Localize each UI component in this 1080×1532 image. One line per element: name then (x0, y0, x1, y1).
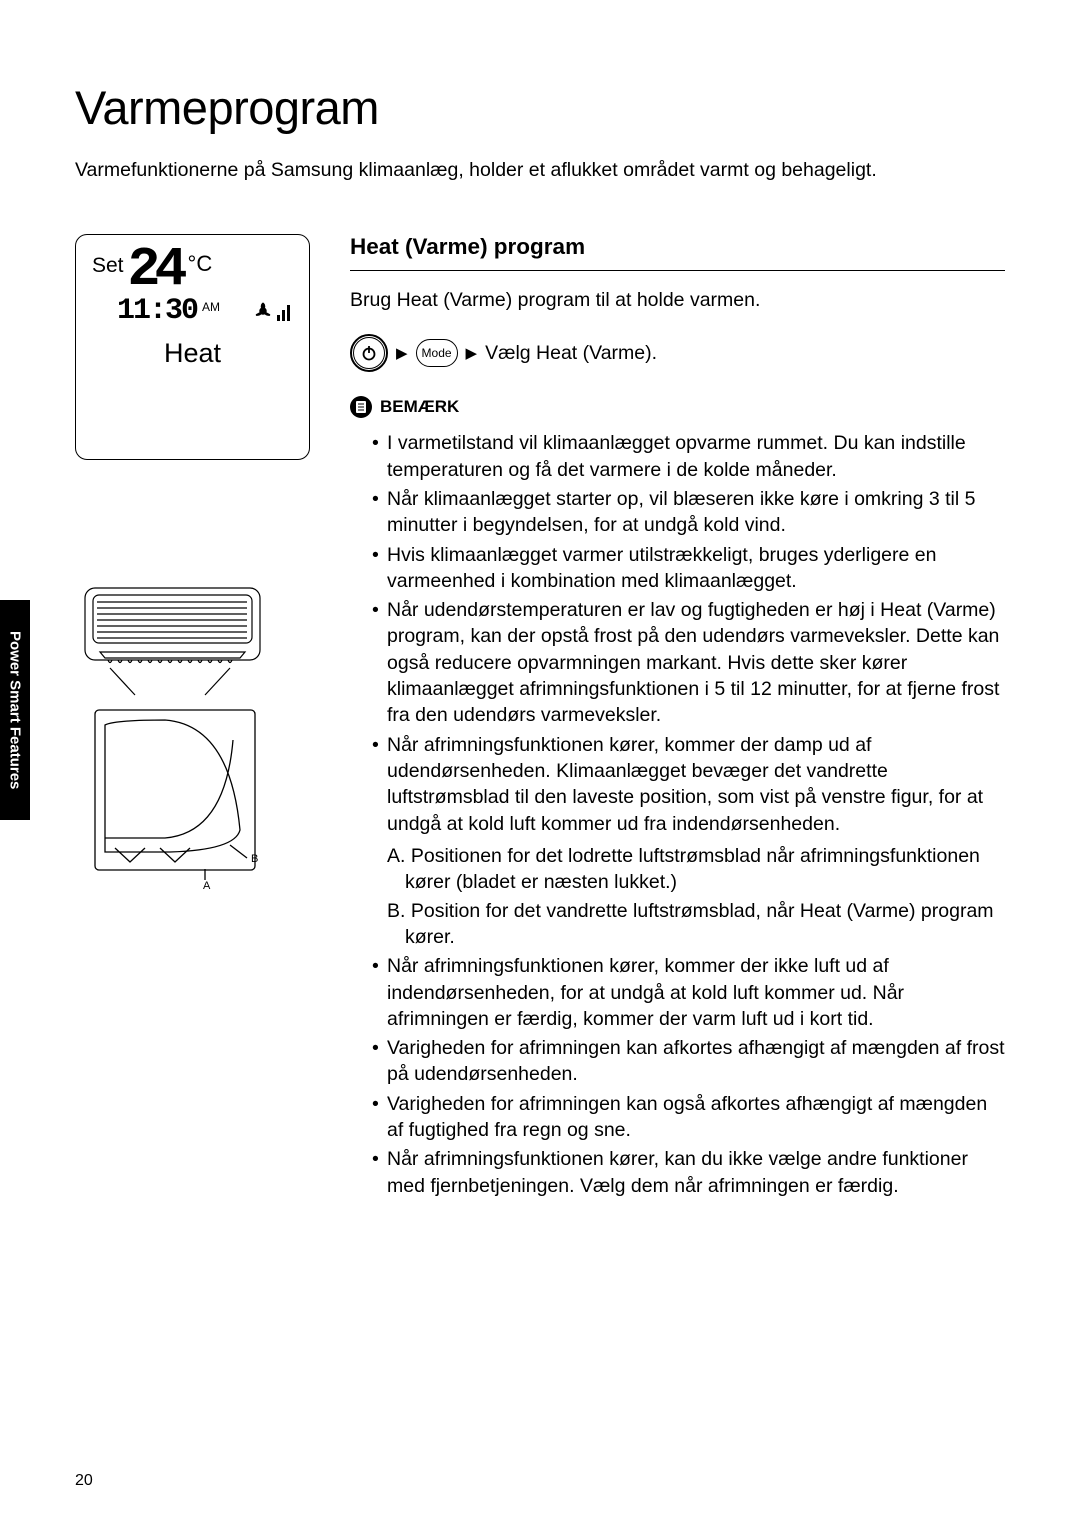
set-label: Set (92, 254, 124, 278)
side-tab: Power Smart Features (0, 600, 30, 820)
diagram-label-b: B (251, 853, 258, 865)
note-sublist: A. Positionen for det lodrette luftstrøm… (387, 843, 1005, 950)
ampm-label: AM (202, 300, 220, 314)
note-subitem: A. Positionen for det lodrette luftstrøm… (387, 843, 1005, 896)
note-item: Når afrimningsfunktionen kører, kommer d… (372, 732, 1005, 951)
page-number: 20 (75, 1472, 93, 1490)
right-column: Heat (Varme) program Brug Heat (Varme) p… (350, 234, 1005, 1202)
note-icon (350, 396, 372, 418)
note-item: Hvis klimaanlægget varmer utilstrækkelig… (372, 542, 1005, 595)
display-second-row: 11:30 AM (92, 294, 293, 328)
left-column: Set 24 °C 11:30 AM (75, 234, 310, 1202)
arrow-icon: ▶ (466, 344, 478, 362)
note-item: Varigheden for afrimningen kan afkortes … (372, 1035, 1005, 1088)
arrow-icon: ▶ (396, 344, 408, 362)
page-subtitle: Varmefunktionerne på Samsung klimaanlæg,… (75, 157, 1005, 184)
mode-label: Heat (92, 338, 293, 369)
section-heading: Heat (Varme) program (350, 234, 1005, 271)
section-intro: Brug Heat (Varme) program til at holde v… (350, 289, 1005, 312)
time-value: 11:30 (117, 294, 197, 328)
note-subitem: B. Position for det vandrette luftstrøms… (387, 898, 1005, 951)
remote-display-box: Set 24 °C 11:30 AM (75, 234, 310, 459)
diagram-label-a: A (203, 880, 211, 890)
content-wrapper: Set 24 °C 11:30 AM (75, 234, 1005, 1202)
note-item: Varigheden for afrimningen kan også afko… (372, 1091, 1005, 1144)
note-label: BEMÆRK (380, 397, 459, 417)
note-item: Når afrimningsfunktionen kører, kommer d… (372, 953, 1005, 1032)
page-title: Varmeprogram (75, 80, 1005, 135)
temperature-unit: °C (188, 251, 213, 277)
note-header: BEMÆRK (350, 396, 1005, 418)
select-instruction: Vælg Heat (Varme). (485, 342, 657, 365)
note-item: I varmetilstand vil klimaanlægget opvarm… (372, 430, 1005, 483)
button-sequence: ▶ Mode ▶ Vælg Heat (Varme). (350, 334, 1005, 372)
mode-button-icon: Mode (416, 339, 458, 367)
note-item: Når afrimningsfunktionen kører, kan du i… (372, 1146, 1005, 1199)
note-item: Når klimaanlægget starter op, vil blæser… (372, 486, 1005, 539)
power-button-icon (350, 334, 388, 372)
unit-illustration: B A (75, 580, 310, 895)
fan-icon (251, 297, 293, 325)
display-top-row: Set 24 °C (92, 249, 293, 290)
note-list: I varmetilstand vil klimaanlægget opvarm… (350, 430, 1005, 1199)
temperature-value: 24 (128, 249, 182, 290)
note-item: Når udendørstemperaturen er lav og fugti… (372, 597, 1005, 729)
